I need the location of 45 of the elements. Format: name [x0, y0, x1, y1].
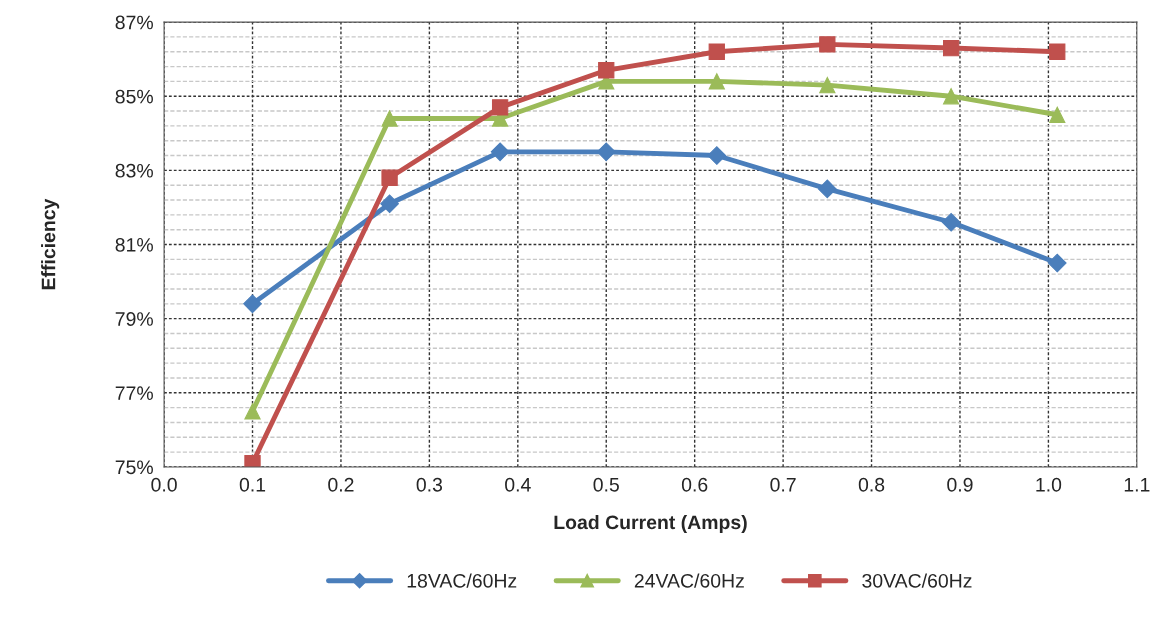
point [941, 212, 961, 232]
point [491, 99, 509, 116]
point [381, 110, 398, 127]
x-tick-label: 1.1 [1124, 478, 1150, 492]
point [381, 169, 398, 186]
point [244, 403, 261, 420]
y-tick-label: 79% [115, 312, 153, 326]
point [707, 146, 727, 165]
x-tick-label: 0.4 [505, 477, 531, 492]
point [817, 179, 837, 199]
x-tick-label: 0.1 [239, 477, 266, 492]
point [243, 294, 262, 314]
point [1049, 43, 1066, 60]
y-axis-title: Efficiency [41, 198, 60, 290]
point [942, 88, 960, 105]
legend-label: 18VAC/60Hz [407, 573, 517, 588]
y-tick-label: 83% [115, 163, 153, 178]
point [1047, 253, 1067, 273]
point [490, 142, 510, 162]
point [942, 39, 960, 57]
x-tick-label: 0.5 [593, 477, 619, 492]
x-tick-label: 0.6 [681, 477, 708, 492]
point [708, 43, 725, 60]
legend-label: 30VAC/60Hz [862, 573, 972, 588]
y-tick-label: 87% [115, 15, 153, 30]
legend-label: 24VAC/60Hz [634, 573, 744, 588]
point [819, 76, 836, 94]
y-tick-label: 77% [115, 386, 153, 400]
point [380, 194, 399, 214]
point [708, 73, 725, 90]
y-tick-label: 81% [115, 237, 153, 252]
point [1049, 106, 1066, 123]
x-axis-title: Load Current (Amps) [554, 514, 747, 534]
point [598, 62, 615, 79]
x-tick-label: 0.7 [770, 477, 796, 492]
x-tick-label: 0.9 [947, 477, 973, 492]
y-tick-label: 75% [115, 460, 153, 475]
y-tick-label: 85% [115, 89, 153, 104]
x-tick-label: 0.0 [151, 477, 177, 492]
point [819, 36, 836, 53]
x-tick-label: 0.8 [858, 477, 885, 492]
x-tick-label: 0.3 [416, 477, 443, 492]
x-tick-label: 1.0 [1036, 477, 1062, 492]
point [596, 142, 616, 162]
x-tick-label: 0.2 [328, 477, 354, 492]
